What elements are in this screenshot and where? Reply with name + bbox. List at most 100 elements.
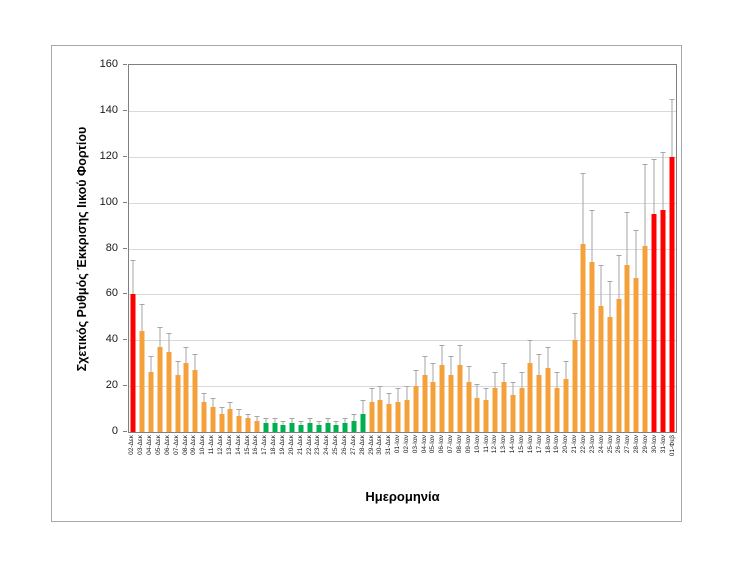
bar-02-Δεκ — [130, 294, 136, 432]
error-bar — [554, 372, 560, 389]
y-axis-tick-mark — [123, 64, 127, 65]
error-bar-cap — [201, 393, 207, 395]
gridline — [129, 203, 676, 204]
x-tick-label: 18-Ιαν — [544, 435, 552, 454]
bar-09-Δεκ — [192, 370, 198, 432]
error-bar — [386, 393, 392, 405]
error-bar-cap — [289, 418, 295, 420]
error-bar — [219, 406, 225, 414]
x-tick-label: 14-Ιαν — [509, 435, 517, 454]
bar-28-Ιαν — [633, 278, 639, 432]
error-bar — [192, 354, 198, 371]
gridline — [129, 294, 676, 295]
bar-16-Δεκ — [254, 420, 260, 432]
error-bar-cap — [148, 356, 154, 358]
error-bar-cap — [510, 381, 516, 383]
bar-26-Ιαν — [616, 298, 622, 432]
x-tick-label: 06-Δεκ — [163, 435, 171, 455]
error-bar-cap — [572, 312, 578, 314]
error-bar-cap — [404, 386, 410, 388]
error-bar-cap — [333, 420, 339, 422]
x-axis-title: Ημερομηνία — [365, 489, 440, 504]
error-bar-cap — [175, 360, 181, 362]
bar-08-Ιαν — [457, 365, 463, 432]
error-bar-cap — [369, 388, 375, 390]
x-tick-label: 03-Δεκ — [137, 435, 145, 455]
bar-26-Δεκ — [342, 422, 348, 432]
bars-layer — [129, 65, 676, 432]
error-bar — [527, 340, 533, 364]
error-bar — [448, 356, 454, 375]
y-tick-label: 0 — [111, 425, 118, 437]
bar-22-Ιαν — [580, 243, 586, 432]
gridline — [129, 340, 676, 341]
x-tick-label: 01-Ιαν — [394, 435, 402, 454]
bar-03-Ιαν — [413, 386, 419, 432]
x-tick-label: 20-Δεκ — [287, 435, 295, 455]
bar-05-Ιαν — [430, 381, 436, 432]
bar-21-Δεκ — [298, 425, 304, 432]
bar-23-Ιαν — [589, 262, 595, 432]
error-bar — [474, 383, 480, 398]
error-bar-cap — [263, 418, 269, 420]
error-bar — [377, 386, 383, 400]
error-bar-cap — [633, 230, 639, 232]
bar-30-Ιαν — [651, 214, 657, 432]
bar-22-Δεκ — [307, 422, 313, 432]
gridline — [129, 386, 676, 387]
error-bar-cap — [192, 354, 198, 356]
bar-19-Ιαν — [554, 388, 560, 432]
error-bar — [227, 402, 233, 410]
error-bar-cap — [157, 326, 163, 328]
error-bar-cap — [422, 356, 428, 358]
gridline — [129, 157, 676, 158]
error-bar — [545, 347, 551, 368]
bar-13-Δεκ — [227, 409, 233, 432]
error-bar — [607, 280, 613, 318]
x-tick-label: 31-Δεκ — [385, 435, 393, 455]
x-tick-label: 16-Ιαν — [526, 435, 534, 454]
error-bar — [580, 172, 586, 244]
x-tick-label: 26-Δεκ — [340, 435, 348, 455]
bar-18-Δεκ — [272, 422, 278, 432]
bar-05-Δεκ — [157, 347, 163, 432]
x-tick-label: 04-Δεκ — [146, 435, 154, 455]
error-bar — [333, 420, 339, 426]
x-tick-label: 21-Ιαν — [571, 435, 579, 454]
bar-14-Ιαν — [510, 395, 516, 432]
error-bar-cap — [527, 340, 533, 342]
bar-25-Δεκ — [333, 425, 339, 432]
x-tick-label: 23-Ιαν — [588, 435, 596, 454]
bar-15-Ιαν — [519, 388, 525, 432]
bar-31-Δεκ — [386, 404, 392, 432]
error-bar — [589, 209, 595, 263]
bar-25-Ιαν — [607, 317, 613, 432]
error-bar-cap — [377, 386, 383, 388]
error-bar — [642, 163, 648, 247]
error-bar — [245, 413, 251, 419]
bar-11-Ιαν — [483, 399, 489, 432]
x-tick-label: 10-Ιαν — [473, 435, 481, 454]
bar-10-Δεκ — [201, 402, 207, 432]
error-bar-cap — [307, 418, 313, 420]
x-tick-label: 11-Ιαν — [482, 435, 490, 453]
error-bar-cap — [642, 163, 648, 165]
bar-09-Ιαν — [466, 381, 472, 432]
error-bar — [175, 360, 181, 375]
error-bar-cap — [457, 344, 463, 346]
x-tick-label: 09-Δεκ — [190, 435, 198, 455]
error-bar-cap — [280, 420, 286, 422]
y-tick-label: 140 — [99, 104, 118, 116]
bar-14-Δεκ — [236, 415, 242, 432]
bar-16-Ιαν — [527, 363, 533, 432]
error-bar-cap — [483, 388, 489, 390]
error-bar — [536, 354, 542, 375]
error-bar — [439, 344, 445, 366]
x-tick-label: 27-Ιαν — [624, 435, 632, 454]
x-tick-label: 08-Ιαν — [456, 435, 464, 454]
x-tick-label: 06-Ιαν — [438, 435, 446, 454]
x-tick-label: 01-Φεβ — [668, 435, 676, 457]
error-bar — [166, 333, 172, 352]
x-tick-label: 15-Δεκ — [243, 435, 251, 455]
error-bar — [360, 399, 366, 414]
